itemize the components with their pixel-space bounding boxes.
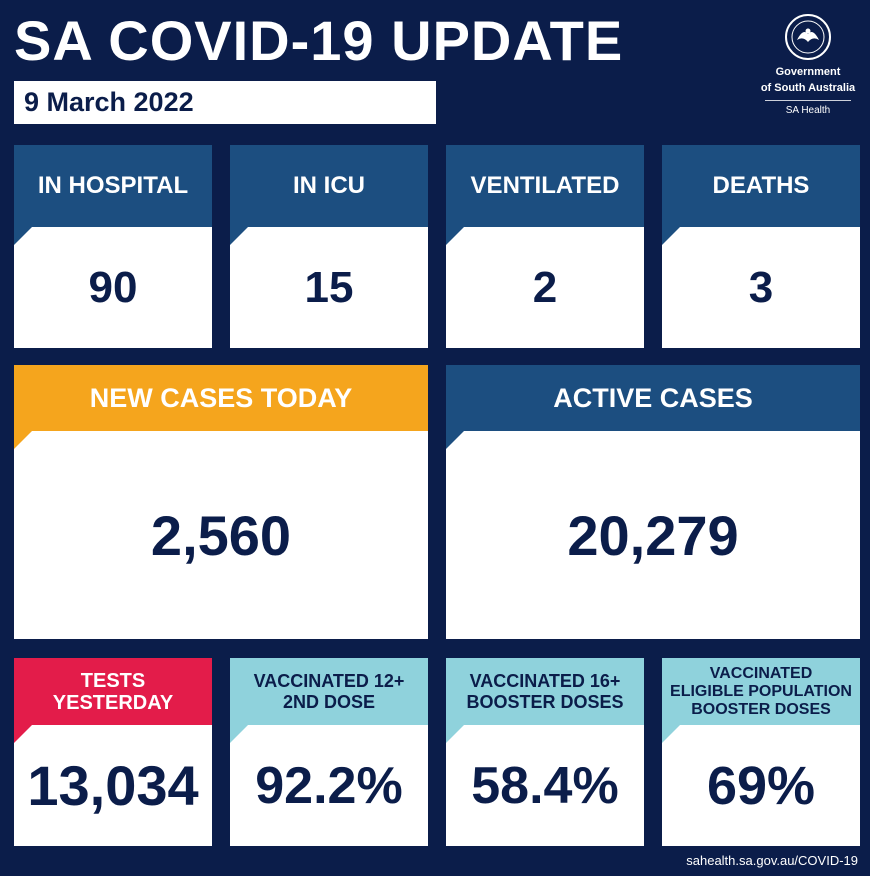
in-hospital-label: IN HOSPITAL: [14, 145, 212, 245]
new-cases-tile: NEW CASES TODAY 2,560: [14, 365, 428, 639]
active-cases-value: 20,279: [567, 503, 739, 567]
ventilated-value: 2: [532, 262, 558, 312]
vaccinated-12-label-line2: 2ND DOSE: [282, 691, 376, 712]
logo-divider: [765, 100, 851, 101]
new-cases-value: 2,560: [150, 503, 292, 567]
footer-url[interactable]: sahealth.sa.gov.au/COVID-19: [686, 853, 858, 868]
vaccinated-12-2nd-dose-value: 92.2%: [255, 756, 403, 815]
active-cases-label: ACTIVE CASES: [446, 365, 860, 449]
eligible-label-line2: ELIGIBLE POPULATION: [670, 682, 852, 700]
in-hospital-value: 90: [88, 262, 138, 312]
vaccinated-16-booster-tile: VACCINATED 16+ BOOSTER DOSES 58.4%: [446, 658, 644, 846]
tests-yesterday-value: 13,034: [27, 754, 199, 817]
logo-line-sa-health: SA Health: [785, 105, 831, 116]
eligible-population-booster-value: 69%: [706, 755, 816, 816]
ventilated-tile: VENTILATED 2: [446, 145, 644, 348]
in-icu-tile: IN ICU 15: [230, 145, 428, 348]
eligible-label-line3: BOOSTER DOSES: [691, 700, 831, 718]
eligible-population-booster-tile: VACCINATED ELIGIBLE POPULATION BOOSTER D…: [662, 658, 860, 846]
in-icu-value: 15: [304, 262, 354, 312]
vaccinated-12-2nd-dose-label: VACCINATED 12+ 2ND DOSE: [230, 658, 428, 743]
vaccinated-16-booster-value: 58.4%: [471, 756, 619, 815]
in-icu-label: IN ICU: [230, 145, 428, 245]
date-label: 9 March 2022: [14, 81, 436, 124]
eligible-population-booster-label: VACCINATED ELIGIBLE POPULATION BOOSTER D…: [662, 658, 860, 743]
vaccinated-12-2nd-dose-tile: VACCINATED 12+ 2ND DOSE 92.2%: [230, 658, 428, 846]
logo-line-south-australia: of South Australia: [760, 82, 856, 94]
eligible-label-line1: VACCINATED: [709, 664, 813, 682]
deaths-label: DEATHS: [662, 145, 860, 245]
tests-yesterday-tile: TESTS YESTERDAY 13,034: [14, 658, 212, 846]
piping-shrike-crest-icon: [785, 14, 831, 60]
active-cases-tile: ACTIVE CASES 20,279: [446, 365, 860, 639]
deaths-value: 3: [748, 262, 774, 312]
in-hospital-tile: IN HOSPITAL 90: [14, 145, 212, 348]
vaccinated-16-label-line2: BOOSTER DOSES: [466, 691, 624, 712]
ventilated-label: VENTILATED: [446, 145, 644, 245]
page-title: SA COVID-19 UPDATE: [14, 9, 624, 72]
vaccinated-16-booster-label: VACCINATED 16+ BOOSTER DOSES: [446, 658, 644, 743]
vaccinated-12-label-line1: VACCINATED 12+: [253, 670, 405, 691]
new-cases-label: NEW CASES TODAY: [14, 365, 428, 449]
tests-yesterday-label-line2: YESTERDAY: [52, 691, 174, 714]
vaccinated-16-label-line1: VACCINATED 16+: [469, 670, 621, 691]
government-logo: Government of South Australia SA Health: [752, 12, 864, 122]
tests-yesterday-label-line1: TESTS: [80, 669, 146, 692]
deaths-tile: DEATHS 3: [662, 145, 860, 348]
tests-yesterday-label: TESTS YESTERDAY: [14, 658, 212, 743]
logo-line-government: Government: [775, 66, 841, 78]
